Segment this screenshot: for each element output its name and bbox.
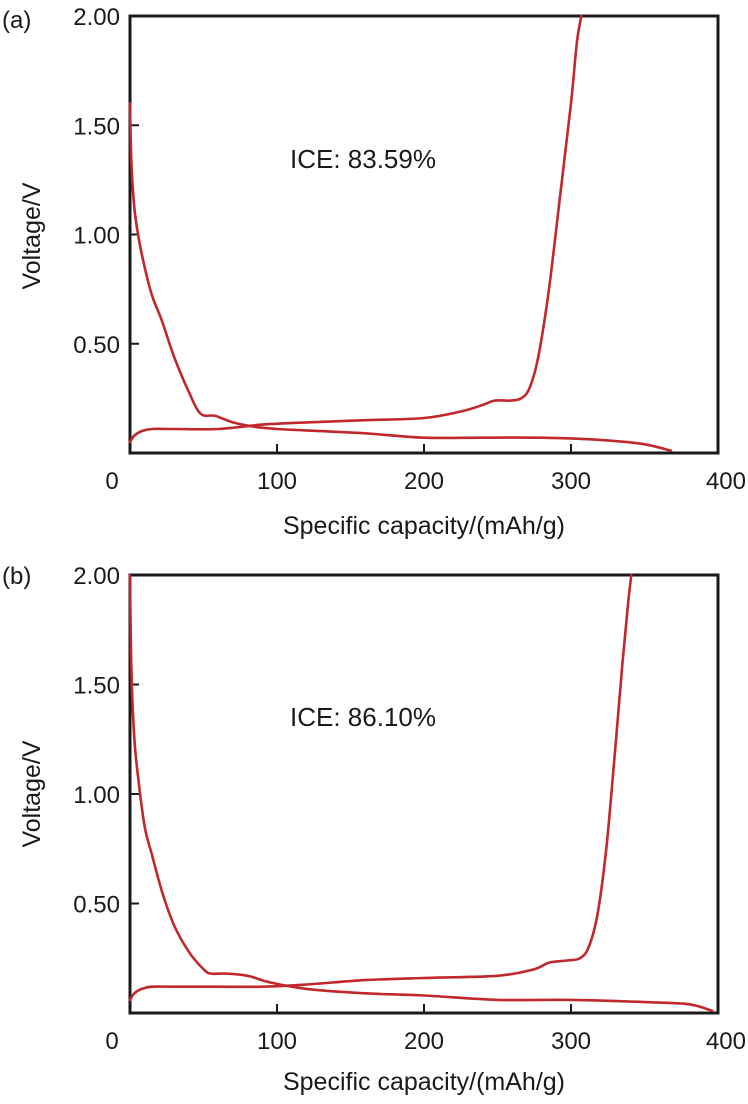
y-tick-label-b-0: 0.50 <box>73 892 120 919</box>
discharge-curve-a <box>128 102 673 453</box>
x-tick-label-a-2: 200 <box>404 468 444 495</box>
y-axis-title-a: Voltage/V <box>18 182 46 289</box>
panel-label-a: (a) <box>2 7 31 34</box>
plot-area-b: 0 100 200 300 400 0.50 1.00 1.50 2.00 <box>73 563 746 1055</box>
x-tick-label-b-3: 300 <box>551 1028 591 1055</box>
x-tick-label-b-2: 200 <box>404 1028 444 1055</box>
y-tick-label-b-3: 2.00 <box>73 563 120 590</box>
y-axis-title-b: Voltage/V <box>18 740 46 847</box>
x-tick-label-b-0: 0 <box>105 1028 118 1055</box>
y-tick-label-a-0: 0.50 <box>73 332 120 359</box>
chart-b-svg: (b) ICE: 86.10% Specific capacity/(mAh/g… <box>2 563 746 1096</box>
plot-area-a: 0 100 200 300 400 0.50 1.00 1.50 2.00 <box>73 4 746 495</box>
discharge-curve-b <box>128 573 714 1013</box>
y-tick-label-a-1: 1.00 <box>73 223 120 250</box>
x-axis-title-b: Specific capacity/(mAh/g) <box>283 1068 565 1096</box>
plot-frame-b <box>128 573 720 1015</box>
x-axis-title-a: Specific capacity/(mAh/g) <box>283 512 565 540</box>
x-tick-label-a-1: 100 <box>257 468 297 495</box>
chart-panel-b: (b) ICE: 86.10% Specific capacity/(mAh/g… <box>0 552 748 1104</box>
ice-annotation-b: ICE: 86.10% <box>290 702 436 732</box>
chart-panel-a: (a) ICE: 83.59% Specific capacity/(mAh/g… <box>2 4 746 540</box>
x-tick-label-a-3: 300 <box>551 468 591 495</box>
panel-label-b: (b) <box>2 563 31 590</box>
charge-curve-a <box>128 14 583 444</box>
chart-a-svg: (a) ICE: 83.59% Specific capacity/(mAh/g… <box>2 4 746 540</box>
x-tick-label-a-0: 0 <box>105 468 118 495</box>
y-tick-label-b-2: 1.50 <box>73 673 120 700</box>
y-tick-label-a-2: 1.50 <box>73 113 120 140</box>
x-tick-label-b-1: 100 <box>257 1028 297 1055</box>
y-tick-label-b-1: 1.00 <box>73 782 120 809</box>
x-tick-label-a-4: 400 <box>706 468 746 495</box>
x-tick-label-b-4: 400 <box>706 1028 746 1055</box>
plot-frame-a <box>128 14 720 455</box>
charge-curve-b <box>128 573 633 1002</box>
ice-annotation-a: ICE: 83.59% <box>290 144 436 174</box>
y-tick-label-a-3: 2.00 <box>73 4 120 31</box>
